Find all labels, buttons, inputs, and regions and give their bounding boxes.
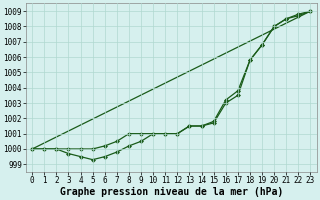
X-axis label: Graphe pression niveau de la mer (hPa): Graphe pression niveau de la mer (hPa) [60, 186, 283, 197]
